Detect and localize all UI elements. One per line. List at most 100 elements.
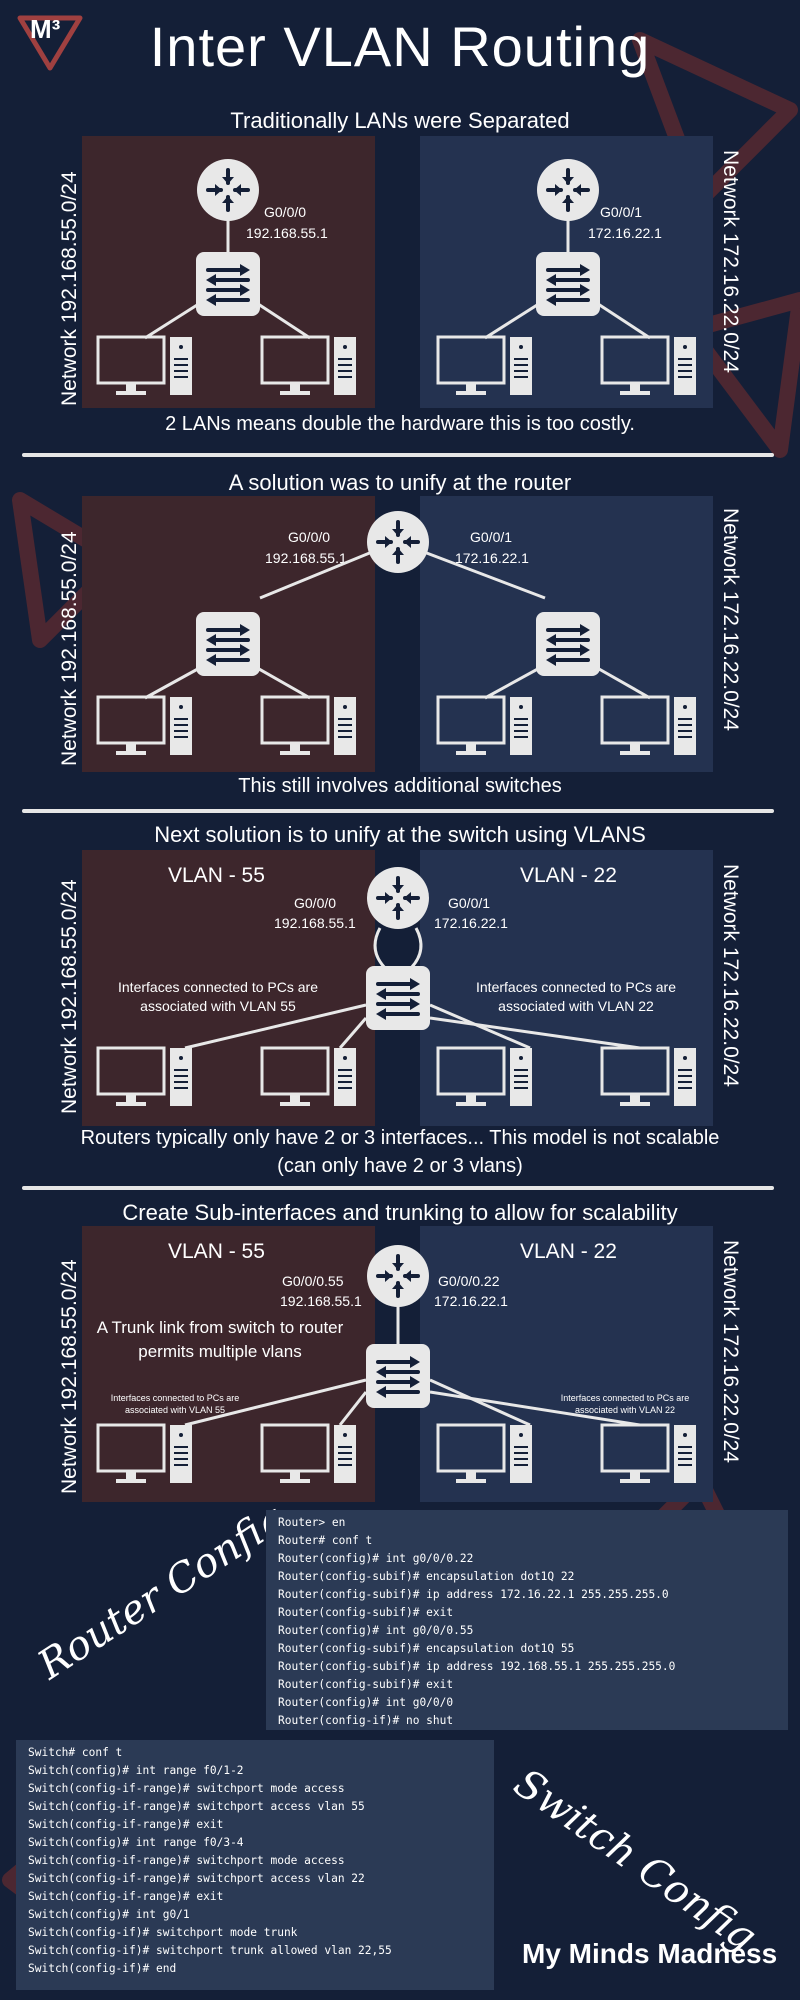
section-4-left-panel xyxy=(82,1226,375,1502)
code-line: Switch(config-if-range)# exit xyxy=(28,1890,224,1903)
switch-icon xyxy=(534,250,602,318)
section-4-trunk-note: A Trunk link from switch to router permi… xyxy=(96,1318,344,1361)
section-2-left-interface: G0/0/0 xyxy=(288,529,331,545)
pc-icon xyxy=(436,1046,534,1108)
code-line: Router(config-subif)# ip address 192.168… xyxy=(278,1660,676,1673)
code-line: Switch(config-if-range)# switchport mode… xyxy=(28,1782,345,1795)
section-2-heading: A solution was to unify at the router xyxy=(228,470,572,495)
section-4-left-vlan: VLAN - 55 xyxy=(168,1240,265,1263)
section-1-heading: Traditionally LANs were Separated xyxy=(230,108,570,133)
switch-config-code: Switch# conf t Switch(config)# int range … xyxy=(16,1740,494,1990)
pc-icon xyxy=(96,1046,194,1108)
code-line: Router# conf t xyxy=(278,1534,373,1547)
code-line: Router(config-subif)# exit xyxy=(278,1606,454,1619)
section-4-left-note: Interfaces connected to PCs are associat… xyxy=(110,1393,240,1415)
section-3-right-note: Interfaces connected to PCs are associat… xyxy=(476,979,676,1014)
section-2-right-ip: 172.16.22.1 xyxy=(455,550,529,566)
page-title: Inter VLAN Routing xyxy=(149,15,651,78)
section-divider xyxy=(22,453,774,457)
code-line: Switch(config-if-range)# switchport acce… xyxy=(28,1872,365,1885)
section-1-right-ip: 172.16.22.1 xyxy=(588,225,662,241)
pc-icon xyxy=(436,695,534,757)
code-line: Switch(config-if)# switchport mode trunk xyxy=(28,1926,298,1939)
logo-mark: M³ xyxy=(30,14,61,44)
section-3-left-note: Interfaces connected to PCs are associat… xyxy=(118,979,318,1014)
section-3-right-vlan: VLAN - 22 xyxy=(520,864,617,887)
router-icon xyxy=(365,1243,431,1309)
code-line: Switch(config-if-range)# exit xyxy=(28,1818,224,1831)
section-3-left-vlan: VLAN - 55 xyxy=(168,864,265,887)
code-line: Switch(config-if)# switchport trunk allo… xyxy=(28,1944,392,1957)
brand-name: My Minds Madness xyxy=(522,1938,778,1969)
code-line: Router(config-subif)# exit xyxy=(278,1678,454,1691)
section-3-heading: Next solution is to unify at the switch … xyxy=(154,822,646,847)
pc-icon xyxy=(96,1423,194,1485)
code-line: Switch(config)# int range f0/3-4 xyxy=(28,1836,244,1849)
code-line: Router(config)# int g0/0/0.22 xyxy=(278,1552,474,1565)
router-icon xyxy=(365,509,431,575)
pc-icon xyxy=(600,1423,698,1485)
pc-icon xyxy=(96,335,194,397)
code-line: Router> en xyxy=(278,1516,346,1529)
pc-icon xyxy=(600,695,698,757)
links xyxy=(144,190,651,1427)
bg-triangle xyxy=(12,492,128,648)
pc-icon xyxy=(436,1423,534,1485)
section-3-right-panel xyxy=(420,850,713,1126)
code-line: Switch(config-if-range)# switchport acce… xyxy=(28,1800,365,1813)
section-1-right-interface: G0/0/1 xyxy=(600,204,643,220)
section-2-left-ip: 192.168.55.1 xyxy=(265,550,347,566)
pc-icon xyxy=(436,335,534,397)
code-line: Router(config-if)# no shut xyxy=(278,1714,454,1727)
section-divider xyxy=(22,1186,774,1190)
section-4-right-vlan: VLAN - 22 xyxy=(520,1240,617,1263)
router-icon xyxy=(535,157,601,223)
section-3-caption-line2: (can only have 2 or 3 vlans) xyxy=(277,1155,523,1177)
section-4-left-ip: 192.168.55.1 xyxy=(280,1293,362,1309)
section-3-left-interface: G0/0/0 xyxy=(294,895,337,911)
code-line: Router(config)# int g0/0/0.55 xyxy=(278,1624,474,1637)
router-config-code: Router> en Router# conf t Router(config)# … xyxy=(266,1510,788,1730)
section-3-left-ip: 192.168.55.1 xyxy=(274,915,356,931)
code-line: Router(config-subif)# encapsulation dot1… xyxy=(278,1570,575,1583)
bg-triangle xyxy=(682,292,800,458)
pc-icon xyxy=(260,1423,358,1485)
section-2-right-interface: G0/0/1 xyxy=(470,529,513,545)
section-1-caption: 2 LANs means double the hardware this is… xyxy=(165,413,635,435)
pc-icon xyxy=(600,335,698,397)
section-1-left-ip: 192.168.55.1 xyxy=(246,225,328,241)
switch-icon xyxy=(364,964,432,1032)
code-line: Router(config-subif)# ip address 172.16.… xyxy=(278,1588,669,1601)
switch-icon xyxy=(194,610,262,678)
section-divider xyxy=(22,809,774,813)
bg-triangle xyxy=(632,32,798,208)
pc-icon xyxy=(260,1046,358,1108)
section-3-left-panel xyxy=(82,850,375,1126)
code-line: Switch(config-if-range)# switchport mode… xyxy=(28,1854,345,1867)
section-4-left-interface: G0/0/0.55 xyxy=(282,1273,344,1289)
section-4-right-note: Interfaces connected to PCs are associat… xyxy=(560,1393,690,1415)
section-3-caption-line1: Routers typically only have 2 or 3 inter… xyxy=(80,1127,720,1149)
switch-icon xyxy=(534,610,602,678)
code-line: Switch(config)# int g0/1 xyxy=(28,1908,190,1921)
code-line: Switch(config-if)# end xyxy=(28,1962,177,1975)
section-4-right-ip: 172.16.22.1 xyxy=(434,1293,508,1309)
section-3-right-ip: 172.16.22.1 xyxy=(434,915,508,931)
section-4-heading: Create Sub-interfaces and trunking to al… xyxy=(122,1200,678,1225)
code-line: Router(config-subif)# encapsulation dot1… xyxy=(278,1642,575,1655)
section-1-left-interface: G0/0/0 xyxy=(264,204,307,220)
switch-icon xyxy=(194,250,262,318)
section-4-right-panel xyxy=(420,1226,713,1502)
router-icon xyxy=(365,865,431,931)
logo-triangle-icon xyxy=(17,15,83,71)
code-line: Switch# conf t xyxy=(28,1746,123,1759)
router-icon xyxy=(195,157,261,223)
switch-icon xyxy=(364,1342,432,1410)
code-line: Router(config)# int g0/0/0 xyxy=(278,1696,454,1709)
section-2-caption: This still involves additional switches xyxy=(238,775,562,797)
section-4-right-interface: G0/0/0.22 xyxy=(438,1273,500,1289)
section-3-right-interface: G0/0/1 xyxy=(448,895,491,911)
pc-icon xyxy=(96,695,194,757)
pc-icon xyxy=(260,335,358,397)
